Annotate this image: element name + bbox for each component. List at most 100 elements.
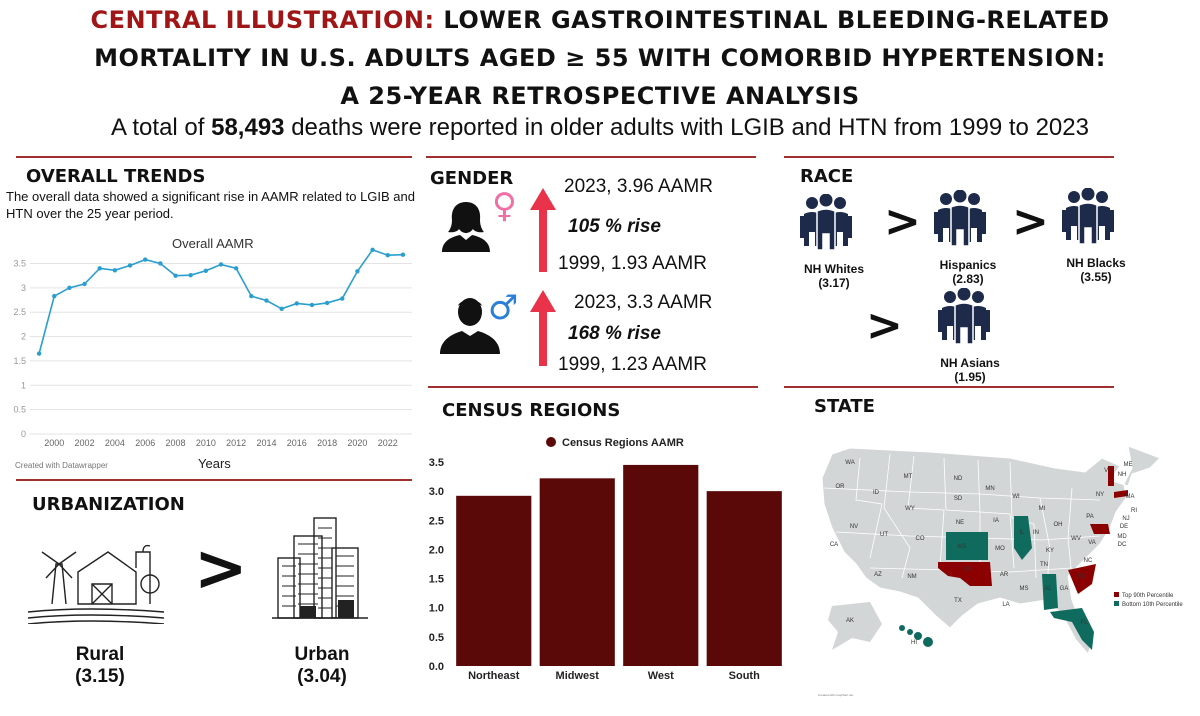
urban-value: (3.04) — [297, 666, 347, 687]
state-label-tx: TX — [954, 598, 962, 604]
overall-x-tick-label: 2006 — [135, 438, 155, 448]
overall-data-point — [158, 261, 163, 266]
female-2023-value: 2023, 3.96 AAMR — [564, 176, 713, 197]
overall-data-point — [127, 263, 133, 268]
title-line-2: Mortality in U.S. Adults Aged ≥ 55 with … — [94, 44, 1106, 72]
overall-data-point — [264, 298, 269, 303]
subtitle-post: deaths were reported in older adults wit… — [291, 114, 1089, 141]
state-label-md: MD — [1117, 534, 1127, 540]
state-label-va: VA — [1088, 540, 1096, 546]
census-y-tick-label: 1.5 — [429, 574, 444, 586]
census-y-tick-label: 2.5 — [429, 515, 444, 527]
overall-data-point — [67, 285, 72, 291]
overall-x-tick-label: 2010 — [196, 438, 216, 448]
race-nh-blacks: NH Blacks (3.55) — [1052, 256, 1140, 284]
overall-x-tick-label: 2016 — [287, 438, 307, 448]
race-nh-asians-value: (1.95) — [954, 370, 986, 384]
overall-data-point — [370, 247, 375, 253]
overall-data-point — [36, 351, 42, 356]
census-y-tick-label: 3.0 — [429, 486, 444, 498]
census-y-tick-label: 1.0 — [429, 603, 444, 615]
census-legend-label: Census Regions AAMR — [562, 437, 684, 449]
state-label-ms: MS — [1020, 586, 1029, 592]
state-label-ga: GA — [1060, 586, 1069, 592]
overall-x-tick-label: 2012 — [226, 438, 246, 448]
state-vt-highlight — [1108, 466, 1114, 486]
state-label-mt: MT — [904, 474, 913, 480]
overall-x-tick-label: 2004 — [105, 438, 125, 448]
overall-data-point — [385, 253, 390, 258]
nh-whites-group-icon — [800, 194, 853, 251]
overall-data-point — [340, 296, 345, 301]
state-label-az: AZ — [874, 572, 882, 578]
overall-data-point — [173, 273, 178, 278]
state-label-ky: KY — [1046, 548, 1054, 554]
state-label-ut: UT — [880, 532, 888, 538]
state-label-ca: CA — [830, 542, 838, 548]
state-md-highlight — [1090, 524, 1110, 534]
state-al-highlight — [1042, 574, 1058, 610]
race-nh-blacks-name: NH Blacks — [1066, 256, 1126, 270]
overall-data-point — [112, 268, 118, 273]
overall-x-tick-label: 2022 — [378, 438, 398, 448]
census-y-tick-label: 0.5 — [429, 632, 444, 644]
overall-x-axis-label: Years — [198, 456, 231, 471]
census-y-tick-label: 3.5 — [429, 457, 444, 469]
census-x-label: South — [729, 670, 760, 682]
race-gt-symbol-3: > — [866, 300, 903, 351]
state-label-ne: NE — [956, 520, 964, 526]
overall-data-point — [279, 306, 284, 311]
divider-overall — [16, 156, 412, 158]
race-hispanics: Hispanics (2.83) — [924, 258, 1012, 286]
female-rise-value: 105 % rise — [568, 216, 661, 237]
overall-data-point — [400, 252, 406, 257]
state-label-de: DE — [1120, 524, 1128, 530]
title-line-3: A 25-Year Retrospective Analysis — [340, 82, 860, 110]
overall-y-tick-label: 0 — [21, 429, 26, 439]
overall-credit: Created with Datawrapper — [15, 461, 108, 470]
state-label-wi: WI — [1012, 494, 1020, 500]
state-legend-top-label: Top 90th Percentile — [1122, 593, 1174, 599]
state-label-la: LA — [1002, 602, 1009, 608]
census-y-tick-label: 2.0 — [429, 544, 444, 556]
state-label-co: CO — [916, 536, 925, 542]
divider-urbanization — [16, 479, 412, 481]
overall-x-tick-label: 2018 — [317, 438, 337, 448]
census-bar-northeast — [456, 495, 532, 666]
state-label-ma: MA — [1126, 494, 1135, 500]
subtitle-pre: A total of — [111, 114, 205, 141]
male-rise-arrow-icon — [530, 290, 556, 366]
state-label-wa: WA — [845, 460, 854, 466]
state-label-sd: SD — [954, 496, 963, 502]
urbanization-gt-symbol: > — [194, 532, 248, 606]
state-label-vt: VT — [1104, 468, 1112, 474]
race-gt-symbol-1: > — [884, 196, 921, 247]
divider-race — [784, 156, 1114, 158]
male-rise-value: 168 % rise — [568, 323, 661, 344]
title-line-1: Central Illustration: Lower Gastrointest… — [0, 6, 1200, 34]
overall-y-tick-label: 3.5 — [13, 258, 26, 268]
census-x-label: Midwest — [556, 670, 600, 682]
race-nh-blacks-value: (3.55) — [1080, 270, 1112, 284]
overall-data-point — [188, 272, 193, 278]
overall-y-tick-label: 0.5 — [13, 405, 26, 415]
state-label-nm: NM — [907, 574, 916, 580]
race-gt-symbol-2: > — [1012, 196, 1049, 247]
state-label-pa: PA — [1086, 514, 1094, 520]
state-label-wy: WY — [905, 506, 915, 512]
title-accent: Central Illustration: — [90, 6, 435, 34]
state-label-ri: RI — [1131, 508, 1137, 514]
census-y-tick-label: 0.0 — [429, 661, 444, 673]
state-label-tn: TN — [1040, 562, 1048, 568]
state-label-mn: MN — [985, 486, 994, 492]
state-label-sc: SC — [1078, 574, 1087, 580]
overall-data-point — [82, 281, 87, 287]
census-bar-west — [623, 464, 699, 666]
census-x-label: West — [648, 670, 674, 682]
state-label-mo: MO — [995, 546, 1005, 552]
state-legend-bottom-swatch — [1114, 601, 1119, 606]
overall-x-tick-label: 2020 — [347, 438, 367, 448]
state-label-me: ME — [1124, 462, 1133, 468]
census-legend-marker — [546, 437, 556, 447]
overall-y-tick-label: 2 — [21, 332, 26, 342]
